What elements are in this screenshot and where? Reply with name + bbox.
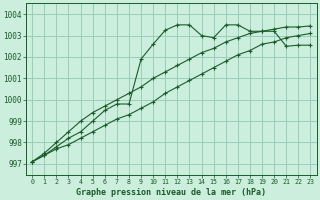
- X-axis label: Graphe pression niveau de la mer (hPa): Graphe pression niveau de la mer (hPa): [76, 188, 266, 197]
